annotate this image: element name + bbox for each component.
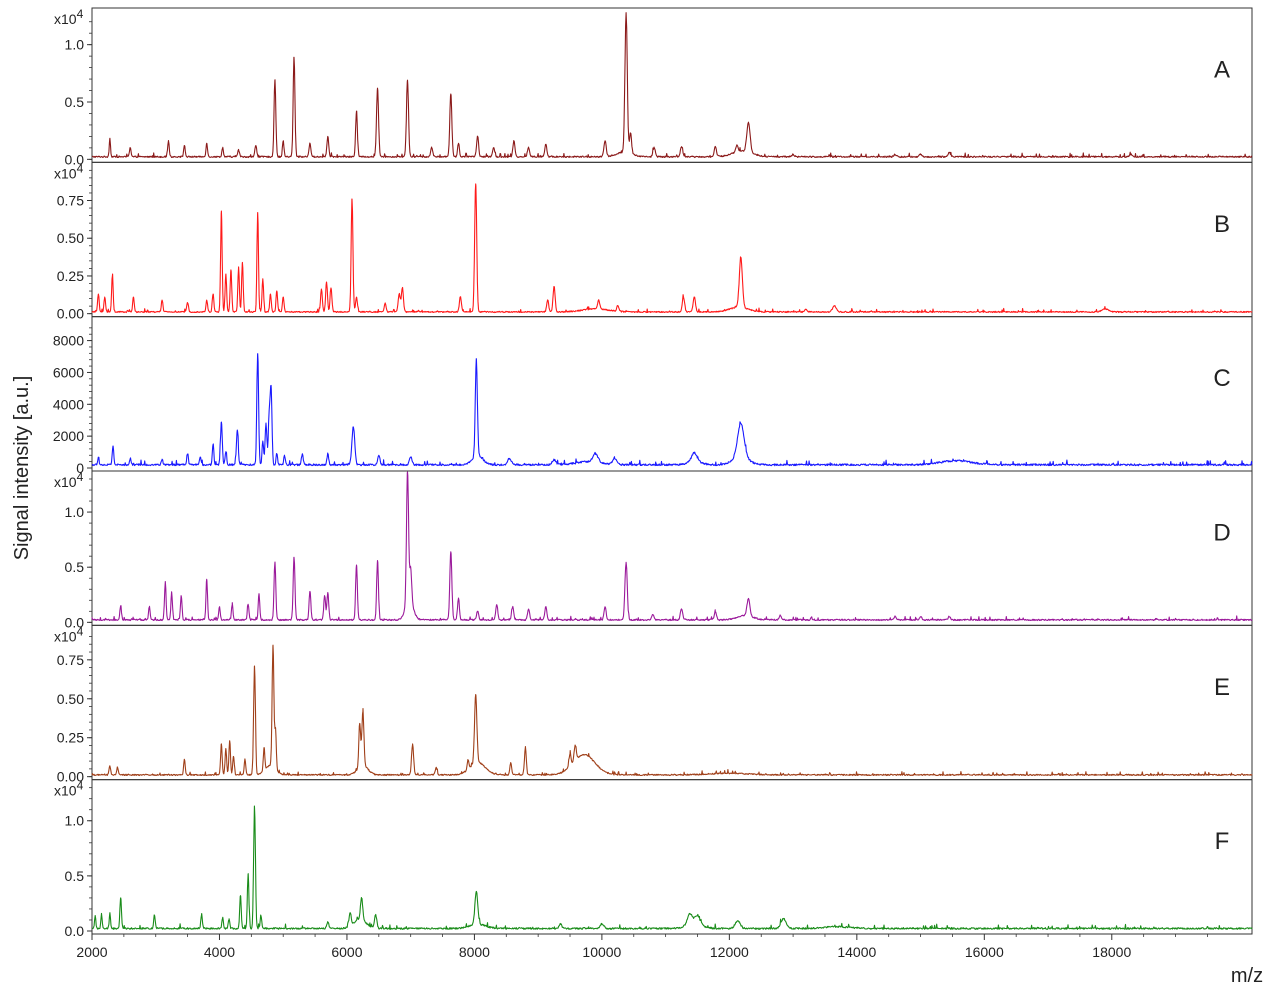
x-tick-label: 14000: [837, 944, 876, 960]
y-exponent-power: 4: [77, 161, 84, 175]
y-tick-label: 1.0: [65, 37, 85, 53]
y-tick-label: 0.5: [65, 868, 85, 884]
spectrum-panel-d: 0.0 0.5 1.0 x104 D: [54, 470, 1253, 630]
x-tick-label: 10000: [582, 944, 621, 960]
x-axis-title: m/z: [1231, 965, 1263, 987]
y-tick-label: 0: [76, 460, 84, 476]
panel-frame: [91, 470, 1253, 626]
y-exponent-label: x104: [54, 624, 84, 644]
spectrum-panel-a: 0.0 0.5 1.0 x104 A: [54, 7, 1253, 167]
y-tick-label: 0.5: [65, 94, 85, 110]
y-tick-label: 0.5: [65, 559, 85, 575]
y-exponent-base: x10: [54, 11, 77, 27]
x-tick-label: 12000: [710, 944, 749, 960]
y-tick-label: 0.00: [57, 306, 84, 322]
y-tick-label: 0.75: [57, 193, 84, 209]
y-tick-label: 0.75: [57, 652, 84, 668]
panel-frame: [91, 779, 1253, 935]
y-tick-label: 6000: [53, 364, 84, 380]
panel-frame: [91, 7, 1253, 163]
y-tick-label: 0.0: [65, 151, 85, 167]
x-tick-label: 18000: [1092, 944, 1131, 960]
y-tick-label: 0.50: [57, 230, 84, 246]
panel-frame: [91, 316, 1253, 472]
x-axis: 2000 4000 6000 8000 10000 12000 14000 16000 1800…: [76, 934, 1208, 960]
y-tick-label: 1.0: [65, 813, 85, 829]
y-tick-label: 0.25: [57, 268, 84, 284]
x-tick-label: 2000: [76, 944, 107, 960]
x-tick-label: 4000: [204, 944, 235, 960]
spectrum-line-c: [91, 353, 1253, 467]
y-exponent-power: 4: [77, 624, 84, 638]
panel-label: C: [1213, 365, 1230, 392]
panel-label: D: [1213, 519, 1230, 546]
y-tick-label: 0.25: [57, 730, 84, 746]
y-exponent-power: 4: [77, 470, 84, 484]
y-exponent-power: 4: [77, 7, 84, 21]
spectrum-panel-f: 0.0 0.5 1.0 x104 F: [54, 779, 1253, 939]
x-tick-label: 6000: [331, 944, 362, 960]
y-tick-label: 4000: [53, 396, 84, 412]
y-exponent-power: 4: [77, 779, 84, 793]
spectrum-line-e: [91, 644, 1253, 777]
y-tick-label: 0.0: [65, 923, 85, 939]
x-tick-label: 16000: [965, 944, 1004, 960]
panel-frame: [91, 161, 1253, 318]
spectrum-line-f: [91, 805, 1253, 930]
y-exponent-label: x104: [54, 470, 84, 490]
y-tick-label: 0.50: [57, 691, 84, 707]
y-tick-label: 1.0: [65, 504, 85, 520]
panel-frame: [91, 624, 1253, 781]
spectrum-line-b: [91, 183, 1253, 314]
x-tick-label: 8000: [459, 944, 490, 960]
y-exponent-base: x10: [54, 474, 77, 490]
spectrum-line-d: [91, 471, 1253, 622]
y-tick-label: 0.0: [65, 614, 85, 630]
spectrum-panel-e: 0.00 0.25 0.50 0.75 x104 E: [54, 624, 1253, 785]
y-exponent-base: x10: [54, 628, 77, 644]
panels-group: 0.00.51.0x104A0.000.250.500.75x104B02000…: [53, 7, 1253, 939]
y-exponent-label: x104: [54, 779, 84, 799]
panel-label: F: [1215, 828, 1230, 855]
panel-label: E: [1214, 674, 1230, 701]
spectrum-panel-c: 0 2000 4000 6000 8000 C: [53, 316, 1253, 476]
spectrum-line-a: [91, 12, 1253, 159]
y-tick-label: 8000: [53, 333, 84, 349]
y-exponent-label: x104: [54, 161, 84, 181]
y-tick-label: 2000: [53, 428, 84, 444]
y-exponent-base: x10: [54, 783, 77, 799]
y-axis-title: Signal intensity [a.u.]: [11, 376, 33, 561]
y-tick-label: 0.00: [57, 769, 84, 785]
spectrum-panel-b: 0.00 0.25 0.50 0.75 x104 B: [54, 161, 1253, 322]
y-exponent-label: x104: [54, 7, 84, 27]
panel-label: B: [1214, 211, 1230, 238]
panel-label: A: [1214, 56, 1230, 83]
y-exponent-base: x10: [54, 165, 77, 181]
